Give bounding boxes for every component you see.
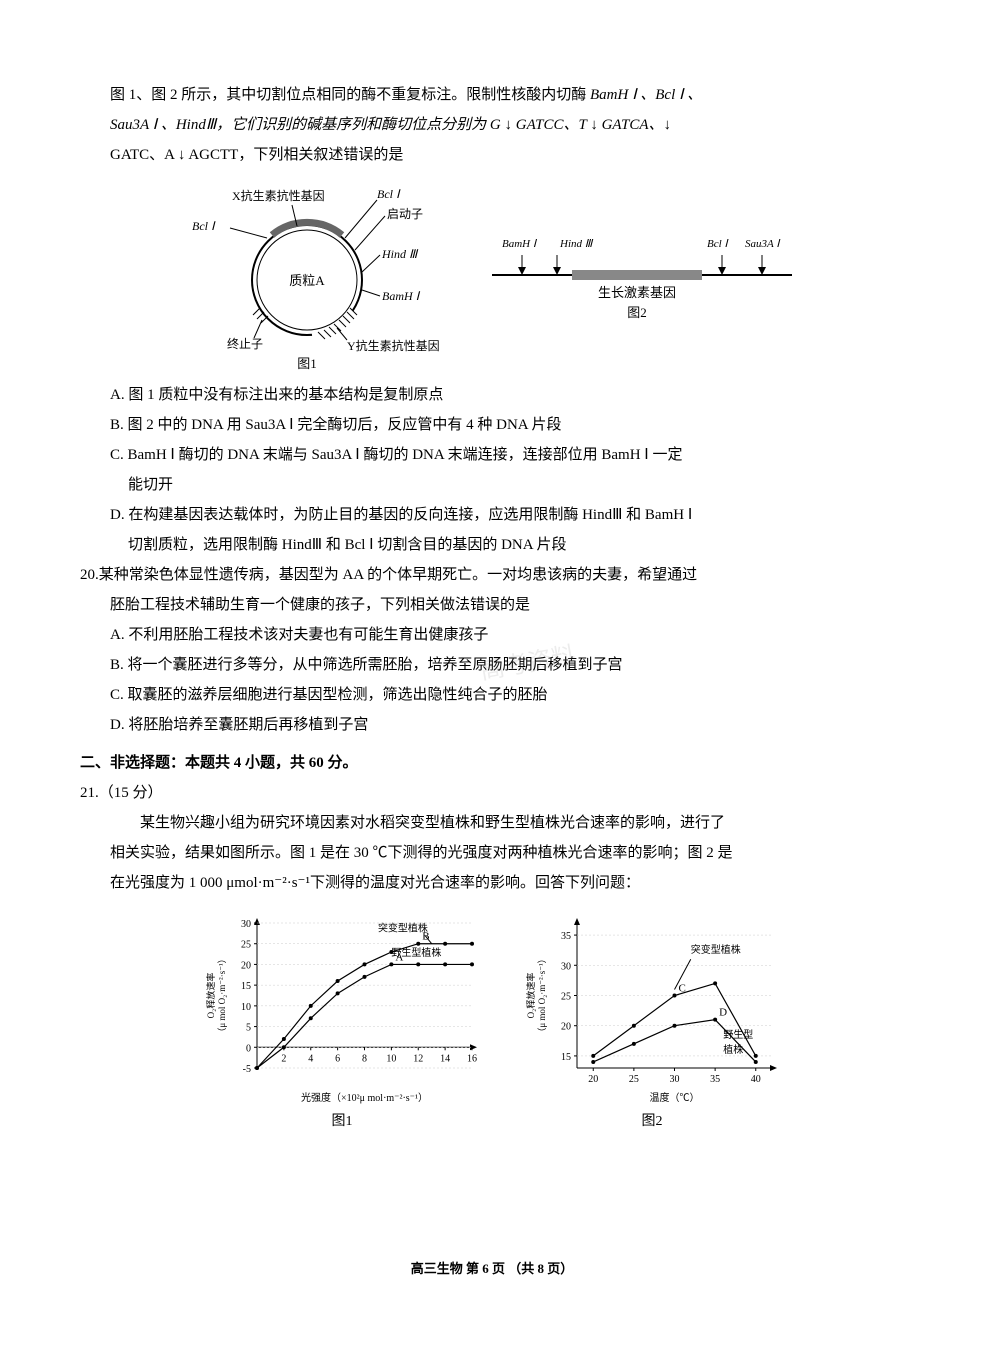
svg-text:15: 15: [241, 981, 251, 992]
svg-text:25: 25: [241, 940, 251, 951]
svg-text:35: 35: [561, 931, 571, 942]
q21-para2: 相关实验，结果如图所示。图 1 是在 30 ℃下测得的光强度对两种植株光合速率的…: [80, 838, 904, 868]
svg-text:10: 10: [386, 1053, 396, 1064]
svg-text:4: 4: [308, 1053, 313, 1064]
svg-text:野生型植株: 野生型植株: [391, 946, 441, 959]
q20-stem2: 胚胎工程技术辅助生育一个健康的孩子，下列相关做法错误的是: [80, 590, 904, 620]
q21-para3: 在光强度为 1 000 μmol·m⁻²·s⁻¹下测得的温度对光合速率的影响。回…: [80, 868, 904, 898]
q20-opt-a: A. 不利用胚胎工程技术该对夫妻也有可能生育出健康孩子: [80, 620, 904, 650]
svg-text:6: 6: [335, 1053, 340, 1064]
q20-opt-c: C. 取囊胚的滋养层细胞进行基因型检测，筛选出隐性纯合子的胚胎: [80, 680, 904, 710]
chart1-wrap: -5051015202530246810121416BA突变型植株野生型植株光强…: [202, 908, 482, 1136]
x-gene-label: X抗生素抗性基因: [232, 188, 325, 203]
q19-opt-c2: 能切开: [80, 470, 904, 500]
section2-title: 二、非选择题：本题共 4 小题，共 60 分。: [80, 748, 904, 778]
svg-text:40: 40: [751, 1074, 761, 1085]
chart2-wrap: 15 20 25 30 35 20 25 30 35 40 C D 突变型植株野生型植株温度（℃） O₂释…: [522, 908, 782, 1136]
q19-intro-line3: GATC、A ↓ AGCTT，下列相关叙述错误的是: [80, 140, 904, 170]
svg-text:C: C: [679, 983, 686, 995]
hind3-marker: Hind Ⅲ: [559, 238, 594, 250]
svg-text:D: D: [719, 1007, 727, 1019]
svg-text:野生型: 野生型: [723, 1028, 753, 1041]
svg-text:15: 15: [561, 1052, 571, 1063]
plasmid-label: 质粒A: [289, 273, 325, 288]
svg-text:8: 8: [362, 1053, 367, 1064]
growth-gene-label: 生长激素基因: [598, 285, 676, 300]
svg-text:5: 5: [246, 1023, 251, 1034]
svg-text:30: 30: [561, 961, 571, 972]
q19-opt-d1: D. 在构建基因表达载体时，为防止目的基因的反向连接，应选用限制酶 HindⅢ …: [80, 500, 904, 530]
y-gene-label: Y抗生素抗性基因: [347, 338, 440, 353]
page-footer: 高三生物 第 6 页 （共 8 页）: [80, 1256, 904, 1282]
svg-text:光强度（×10²μ mol·m⁻²·s⁻¹）: 光强度（×10²μ mol·m⁻²·s⁻¹）: [301, 1091, 428, 1104]
q19-opt-c1: C. BamH Ⅰ 酶切的 DNA 末端与 Sau3A Ⅰ 酶切的 DNA 末端…: [80, 440, 904, 470]
svg-text:35: 35: [710, 1074, 720, 1085]
svg-text:（μ mol O₂·m⁻²·s⁻¹）: （μ mol O₂·m⁻²·s⁻¹）: [537, 954, 547, 1036]
bcl1-marker: Bcl Ⅰ: [707, 238, 729, 250]
svg-text:2: 2: [281, 1053, 286, 1064]
svg-text:25: 25: [629, 1074, 639, 1085]
q19-figures: 质粒A X抗生素抗性基因 Bcl Ⅰ Bcl Ⅰ 启动子 Hind Ⅲ BamH…: [80, 180, 904, 370]
terminator-label: 终止子: [227, 336, 263, 351]
q20-opt-d: D. 将胚胎培养至囊胚期后再移植到子宫: [80, 710, 904, 740]
svg-text:30: 30: [241, 919, 251, 930]
q19-intro-line1: 图 1、图 2 所示，其中切割位点相同的酶不重复标注。限制性核酸内切酶 BamH…: [80, 80, 904, 110]
q21-para1: 某生物兴趣小组为研究环境因素对水稻突变型植株和野生型植株光合速率的影响，进行了: [80, 808, 904, 838]
svg-text:20: 20: [588, 1074, 598, 1085]
q20-opt-b: B. 将一个囊胚进行多等分，从中筛选所需胚胎，培养至原肠胚期后移植到子宫: [80, 650, 904, 680]
q21-header: 21.（15 分）: [80, 778, 904, 808]
svg-text:植株: 植株: [723, 1043, 743, 1056]
q19-opt-a: A. 图 1 质粒中没有标注出来的基本结构是复制原点: [80, 380, 904, 410]
svg-text:突变型植株: 突变型植株: [691, 943, 741, 956]
page: 图 1、图 2 所示，其中切割位点相同的酶不重复标注。限制性核酸内切酶 BamH…: [80, 80, 904, 1282]
svg-text:-5: -5: [243, 1064, 251, 1075]
svg-text:10: 10: [241, 1002, 251, 1013]
bamh1-label: BamH Ⅰ: [382, 289, 421, 303]
svg-text:12: 12: [413, 1053, 423, 1064]
q21-charts: -5051015202530246810121416BA突变型植株野生型植株光强…: [80, 908, 904, 1136]
plasmid-figure: 质粒A X抗生素抗性基因 Bcl Ⅰ Bcl Ⅰ 启动子 Hind Ⅲ BamH…: [182, 180, 442, 370]
q19-opt-b: B. 图 2 中的 DNA 用 Sau3A Ⅰ 完全酶切后，反应管中有 4 种 …: [80, 410, 904, 440]
hind3-label: Hind Ⅲ: [381, 247, 419, 261]
svg-text:20: 20: [241, 960, 251, 971]
bamh1-marker: BamH Ⅰ: [502, 238, 538, 250]
chart1-title: 图1: [202, 1108, 482, 1136]
svg-text:0: 0: [246, 1043, 251, 1054]
bcl1-right: Bcl Ⅰ: [377, 187, 401, 201]
fig1-label: 图1: [297, 356, 317, 370]
svg-text:16: 16: [467, 1053, 477, 1064]
svg-text:O₂释放速率: O₂释放速率: [205, 973, 216, 1019]
svg-text:20: 20: [561, 1022, 571, 1033]
svg-text:14: 14: [440, 1053, 450, 1064]
svg-text:30: 30: [670, 1074, 680, 1085]
svg-text:温度（℃）: 温度（℃）: [650, 1091, 700, 1104]
svg-text:（μ mol O₂·m⁻²·s⁻¹）: （μ mol O₂·m⁻²·s⁻¹）: [217, 954, 227, 1036]
bcl1-left: Bcl Ⅰ: [192, 219, 216, 233]
chart2-title: 图2: [522, 1108, 782, 1136]
promoter-label: 启动子: [387, 207, 423, 221]
q19-intro-line2: Sau3A Ⅰ 、HindⅢ，它们识别的碱基序列和酶切位点分别为 G ↓ GAT…: [80, 110, 904, 140]
sau3a1-marker: Sau3A Ⅰ: [745, 238, 781, 250]
q19-opt-d2: 切割质粒，选用限制酶 HindⅢ 和 Bcl Ⅰ 切割含目的基因的 DNA 片段: [80, 530, 904, 560]
svg-text:25: 25: [561, 992, 571, 1003]
linear-dna-figure: BamH Ⅰ Hind Ⅲ Bcl Ⅰ Sau3A Ⅰ 生长激素基因 图2: [482, 215, 802, 335]
q20: 20.某种常染色体显性遗传病，基因型为 AA 的个体早期死亡。一对均患该病的夫妻…: [80, 560, 904, 590]
svg-text:O₂释放速率: O₂释放速率: [525, 973, 536, 1019]
svg-text:突变型植株: 突变型植株: [378, 921, 428, 934]
fig2-label: 图2: [627, 305, 647, 320]
